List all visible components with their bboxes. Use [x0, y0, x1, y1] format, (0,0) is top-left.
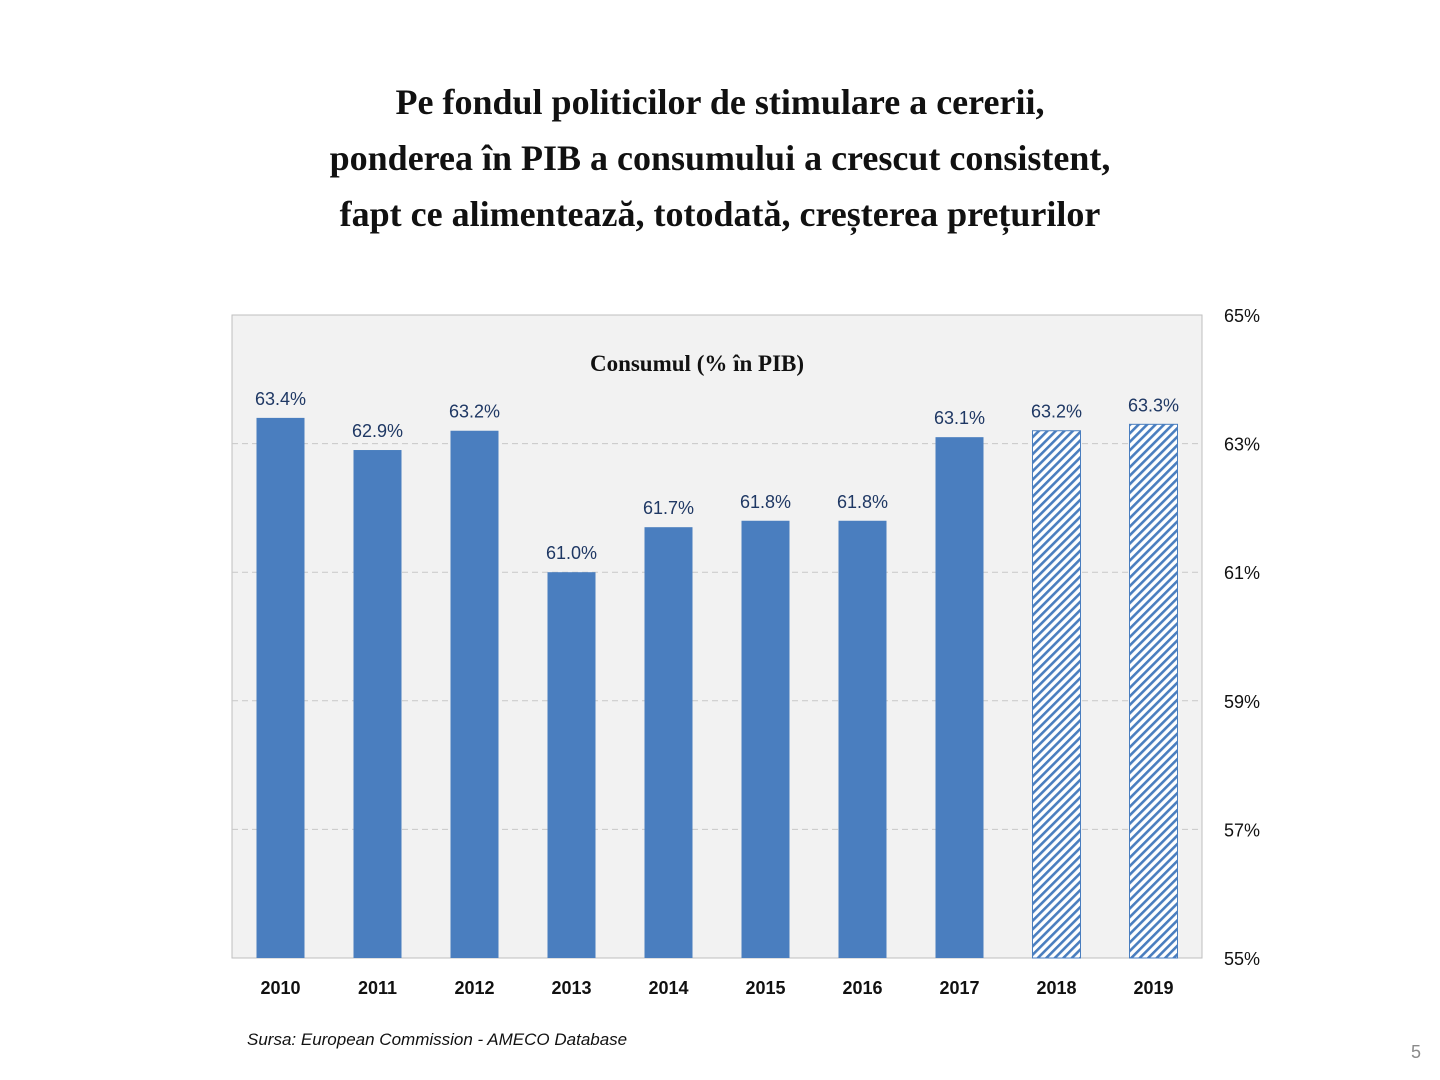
y-tick-label: 61% [1224, 563, 1260, 583]
bar-2016 [838, 520, 887, 958]
y-tick-label: 55% [1224, 949, 1260, 969]
bar-2014 [644, 527, 693, 958]
bar-2017 [935, 437, 984, 958]
x-tick-label-2010: 2010 [260, 978, 300, 998]
y-tick-label: 57% [1224, 820, 1260, 840]
bar-2015 [741, 520, 790, 958]
bar-forecast-2018 [1032, 430, 1081, 959]
chart-title: Consumul (% în PIB) [590, 351, 804, 376]
data-label-2012: 63.2% [449, 402, 500, 422]
y-tick-label: 59% [1224, 692, 1260, 712]
x-tick-label-2012: 2012 [454, 978, 494, 998]
bar-forecast-2019 [1129, 423, 1178, 959]
title-line-2: ponderea în PIB a consumului a crescut c… [329, 138, 1111, 178]
x-tick-label-2017: 2017 [939, 978, 979, 998]
page-number: 5 [1411, 1042, 1422, 1062]
x-tick-label-2011: 2011 [358, 978, 397, 998]
data-label-2019: 63.3% [1128, 395, 1179, 415]
y-tick-label: 63% [1224, 435, 1260, 455]
data-label-2014: 61.7% [643, 498, 694, 518]
data-label-2013: 61.0% [546, 543, 597, 563]
title-line-3: fapt ce alimentează, totodată, creșterea… [339, 194, 1101, 234]
data-label-2015: 61.8% [740, 492, 791, 512]
x-tick-label-2019: 2019 [1133, 978, 1173, 998]
bar-2013 [547, 572, 596, 958]
x-tick-label-2013: 2013 [551, 978, 591, 998]
data-label-2011: 62.9% [352, 421, 403, 441]
x-tick-label-2018: 2018 [1036, 978, 1076, 998]
data-label-2010: 63.4% [255, 389, 306, 409]
y-tick-label: 65% [1224, 306, 1260, 326]
x-tick-label-2014: 2014 [648, 978, 688, 998]
bar-2011 [353, 450, 402, 958]
bar-2012 [450, 430, 499, 958]
data-label-2016: 61.8% [837, 492, 888, 512]
data-label-2018: 63.2% [1031, 402, 1082, 422]
source-note: Sursa: European Commission - AMECO Datab… [247, 1030, 628, 1049]
slide-title: Pe fondul politicilor de stimulare a cer… [120, 74, 1320, 242]
bar-2010 [256, 417, 305, 958]
title-line-1: Pe fondul politicilor de stimulare a cer… [395, 82, 1045, 122]
data-label-2017: 63.1% [934, 408, 985, 428]
x-tick-label-2015: 2015 [745, 978, 785, 998]
x-tick-label-2016: 2016 [842, 978, 882, 998]
